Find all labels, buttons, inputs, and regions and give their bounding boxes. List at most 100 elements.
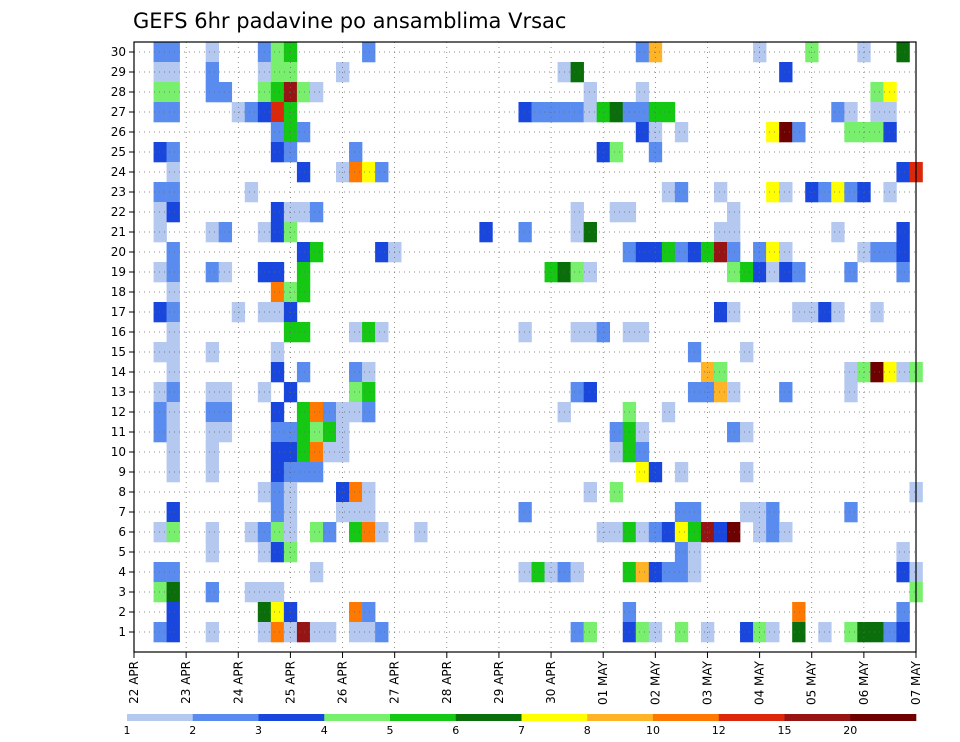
heatmap-cell (883, 122, 897, 143)
heatmap-cell (570, 102, 584, 123)
heatmap-cell (309, 422, 324, 443)
heatmap-cell (153, 62, 167, 83)
heatmap-cell (727, 522, 741, 543)
heatmap-cell (766, 622, 780, 643)
heatmap-cell (296, 442, 311, 463)
heatmap-cell (375, 622, 389, 643)
heatmap-cell (766, 262, 780, 283)
colorbar-label: 15 (778, 724, 792, 737)
heatmap-cell (166, 242, 180, 263)
heatmap-cell (518, 222, 532, 243)
heatmap-cell (205, 62, 220, 83)
heatmap-cell (309, 462, 324, 483)
heatmap-cell (205, 222, 220, 243)
y-tick-label: 6 (118, 525, 126, 539)
heatmap-cell (570, 622, 584, 643)
heatmap-cell (205, 342, 220, 363)
heatmap-cell (518, 502, 532, 523)
heatmap-cell (166, 362, 180, 383)
heatmap-cell (713, 222, 728, 243)
heatmap-cell (740, 622, 754, 643)
y-axis: 1234567891011121314151617181920212223242… (111, 45, 134, 639)
heatmap-cell (375, 522, 389, 543)
heatmap-cell (727, 422, 741, 443)
heatmap-cell (844, 362, 858, 383)
y-tick-label: 16 (111, 325, 126, 339)
heatmap-cell (896, 42, 910, 63)
colorbar-label: 3 (255, 724, 262, 737)
heatmap-cell (661, 562, 676, 583)
heatmap-cell (896, 162, 910, 183)
heatmap-cell (844, 262, 858, 283)
heatmap-cell (153, 142, 167, 163)
heatmap-cell (883, 182, 897, 203)
heatmap-cell (270, 142, 285, 163)
heatmap-cell (831, 222, 845, 243)
heatmap-cell (870, 302, 884, 323)
heatmap-cell (296, 122, 311, 143)
heatmap-cell (896, 362, 910, 383)
heatmap-cell (583, 82, 597, 103)
heatmap-cell (349, 602, 363, 623)
heatmap-cell (349, 142, 363, 163)
heatmap-cell (270, 582, 285, 603)
y-tick-label: 11 (111, 425, 126, 439)
heatmap-cell (870, 362, 884, 383)
y-tick-label: 29 (111, 65, 126, 79)
heatmap-cell (270, 502, 285, 523)
heatmap-cell (583, 222, 597, 243)
heatmap-cell (205, 462, 220, 483)
heatmap-cell (166, 582, 180, 603)
heatmap-cell (727, 262, 741, 283)
heatmap-cell (779, 62, 793, 83)
heatmap-cell (674, 182, 689, 203)
y-tick-label: 24 (111, 165, 126, 179)
colorbar-swatch (850, 714, 917, 721)
heatmap-cell (831, 302, 845, 323)
heatmap-cell (362, 42, 376, 63)
heatmap-cell (166, 402, 180, 423)
heatmap-cell (896, 562, 910, 583)
heatmap-cell (205, 582, 220, 603)
heatmap-cell (375, 242, 389, 263)
heatmap-cell (766, 122, 780, 143)
heatmap-cell (270, 262, 285, 283)
heatmap-cell (309, 622, 324, 643)
heatmap-cell (870, 82, 884, 103)
heatmap-cell (518, 102, 532, 123)
heatmap-cell (270, 122, 285, 143)
heatmap-cell (270, 62, 285, 83)
heatmap-cell (570, 382, 584, 403)
heatmap-cell (270, 462, 285, 483)
y-tick-label: 3 (118, 585, 126, 599)
heatmap-cell (349, 322, 363, 343)
heatmap-cell (674, 562, 689, 583)
heatmap-cell (831, 182, 845, 203)
heatmap-cell (166, 202, 180, 223)
x-tick-label: 05 MAY (805, 660, 819, 705)
heatmap-cell (270, 542, 285, 563)
heatmap-cell (583, 102, 597, 123)
heatmap-cell (883, 242, 897, 263)
heatmap-cell (713, 362, 728, 383)
heatmap-cell (362, 322, 376, 343)
heatmap-cell (883, 102, 897, 123)
heatmap-cell (218, 382, 233, 403)
heatmap-cell (570, 222, 584, 243)
y-tick-label: 9 (118, 465, 126, 479)
heatmap-cell (661, 242, 676, 263)
heatmap-cell (727, 222, 741, 243)
colorbar-label: 5 (387, 724, 394, 737)
colorbar-swatch (587, 714, 654, 721)
heatmap-cell (270, 342, 285, 363)
heatmap-cell (309, 202, 324, 223)
heatmap-cell (674, 122, 689, 143)
heatmap-cell (674, 522, 689, 543)
colorbar-swatch (718, 714, 785, 721)
heatmap-cell (635, 422, 650, 443)
heatmap-cell (309, 242, 324, 263)
heatmap-cell (362, 382, 376, 403)
heatmap-cell (635, 82, 650, 103)
heatmap-cell (205, 442, 220, 463)
colorbar-swatch (324, 714, 391, 721)
